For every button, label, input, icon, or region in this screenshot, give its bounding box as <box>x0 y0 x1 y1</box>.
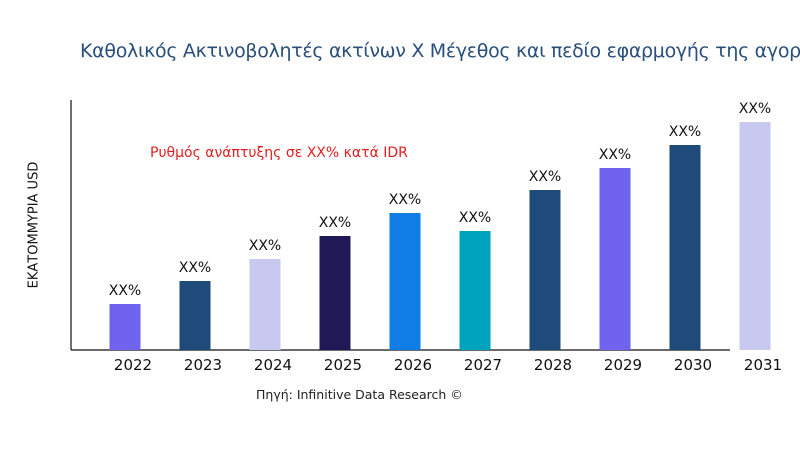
source-note: Πηγή: Infinitive Data Research © <box>256 387 463 402</box>
data-label-2029: XX% <box>599 147 631 163</box>
x-tick-2031: 2031 <box>744 356 782 374</box>
data-label-2028: XX% <box>529 169 561 185</box>
x-tick-2028: 2028 <box>534 356 572 374</box>
bar-2029 <box>599 168 631 350</box>
data-label-2031: XX% <box>739 101 771 117</box>
data-label-2022: XX% <box>109 283 141 299</box>
chart-title: Καθολικός Ακτινοβολητές ακτίνων X Μέγεθο… <box>80 40 800 62</box>
data-label-2023: XX% <box>179 260 211 276</box>
bar-2031 <box>739 122 771 350</box>
bar-2024 <box>249 259 281 350</box>
data-label-2025: XX% <box>319 215 351 231</box>
growth-annotation: Ρυθμός ανάπτυξης σε XX% κατά IDR <box>150 145 408 161</box>
x-tick-2022: 2022 <box>114 356 152 374</box>
data-label-2027: XX% <box>459 210 491 226</box>
x-tick-2025: 2025 <box>324 356 362 374</box>
data-label-2030: XX% <box>669 124 701 140</box>
bar-2026 <box>389 213 421 350</box>
bar-2030 <box>669 145 701 350</box>
x-tick-2029: 2029 <box>604 356 642 374</box>
x-tick-2030: 2030 <box>674 356 712 374</box>
bar-2027 <box>459 231 491 350</box>
x-tick-2024: 2024 <box>254 356 292 374</box>
x-tick-2026: 2026 <box>394 356 432 374</box>
x-tick-2023: 2023 <box>184 356 222 374</box>
bar-2025 <box>319 236 351 350</box>
bar-2023 <box>179 281 211 350</box>
bar-2028 <box>529 190 561 350</box>
bar-2022 <box>109 304 141 350</box>
data-label-2026: XX% <box>389 192 421 208</box>
data-label-2024: XX% <box>249 238 281 254</box>
x-tick-2027: 2027 <box>464 356 502 374</box>
